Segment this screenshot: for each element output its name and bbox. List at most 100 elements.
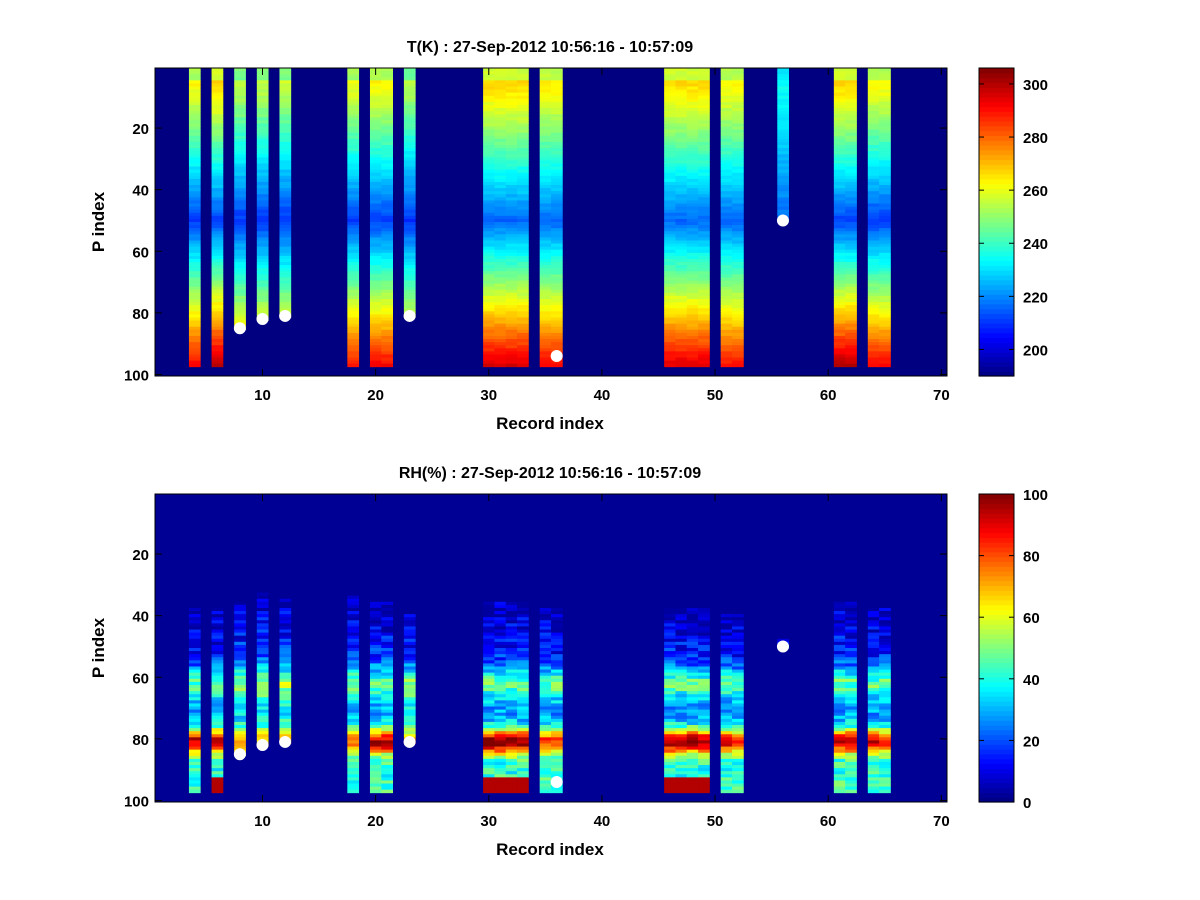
heatmap-cell	[381, 194, 393, 198]
heatmap-cell	[698, 632, 710, 637]
heatmap-cell	[867, 277, 880, 281]
heatmap-cell	[505, 77, 518, 81]
colorbar-tick-label: 0	[1023, 795, 1031, 812]
heatmap-cell	[483, 774, 495, 778]
heatmap-cell	[188, 672, 201, 677]
heatmap-cell	[505, 92, 518, 97]
y-tick-label: 20	[132, 547, 149, 564]
heatmap-cell	[664, 626, 676, 630]
heatmap-cell	[879, 101, 891, 106]
heatmap-cell	[347, 632, 360, 637]
heatmap-cell	[732, 648, 744, 652]
heatmap-cell	[369, 660, 382, 664]
colorbar-segment	[979, 609, 1014, 615]
heatmap-cell	[675, 101, 688, 106]
heatmap-cell	[732, 252, 744, 257]
heatmap-cell	[505, 789, 518, 794]
heatmap-cell	[256, 225, 269, 229]
heatmap-cell	[188, 308, 201, 312]
heatmap-cell	[833, 697, 846, 701]
heatmap-cell	[234, 623, 246, 627]
heatmap-cell	[845, 138, 857, 143]
heatmap-cell	[539, 678, 552, 683]
heatmap-cell	[539, 734, 552, 738]
heatmap-cell	[211, 620, 224, 624]
heatmap-cell	[833, 163, 846, 167]
colorbar-segment	[979, 87, 1014, 93]
heatmap-cell	[505, 712, 518, 717]
heatmap-cell	[494, 611, 507, 615]
heatmap-cell	[347, 222, 360, 226]
heatmap-cell	[369, 120, 382, 124]
heatmap-cell	[279, 607, 292, 612]
heatmap-cell	[698, 234, 710, 238]
heatmap-cell	[732, 363, 744, 368]
heatmap-cell	[867, 786, 880, 791]
heatmap-cell	[381, 71, 393, 75]
heatmap-cell	[675, 342, 688, 346]
heatmap-cell	[686, 783, 699, 787]
heatmap-cell	[539, 271, 552, 275]
heatmap-cell	[845, 715, 857, 720]
heatmap-cell	[698, 240, 710, 244]
heatmap-cell	[698, 638, 710, 643]
heatmap-cell	[551, 68, 563, 72]
heatmap-cell	[833, 212, 846, 217]
heatmap-cell	[867, 691, 880, 695]
heatmap-cell	[505, 277, 518, 281]
heatmap-cell	[505, 280, 518, 284]
heatmap-cell	[188, 326, 201, 331]
heatmap-cell	[347, 601, 360, 606]
heatmap-cell	[675, 289, 688, 294]
heatmap-cell	[675, 258, 688, 263]
heatmap-cell	[833, 154, 846, 158]
heatmap-cell	[845, 672, 857, 677]
heatmap-cell	[551, 755, 563, 760]
heatmap-cell	[675, 212, 688, 217]
colorbar-segment	[979, 246, 1014, 252]
heatmap-cell	[381, 697, 393, 701]
heatmap-cell	[188, 120, 201, 124]
heatmap-cell	[494, 71, 507, 75]
heatmap-cell	[279, 228, 292, 232]
heatmap-cell	[720, 252, 733, 257]
heatmap-cell	[551, 718, 563, 723]
heatmap-cell	[381, 277, 393, 281]
heatmap-cell	[483, 166, 495, 171]
heatmap-cell	[732, 641, 744, 646]
heatmap-cell	[234, 697, 246, 701]
heatmap-cell	[347, 197, 360, 201]
colorbar-tick-label: 240	[1023, 236, 1048, 253]
heatmap-cell	[867, 249, 880, 254]
heatmap-cell	[211, 314, 224, 318]
heatmap-cell	[369, 666, 382, 670]
heatmap-cell	[720, 635, 733, 640]
heatmap-cell	[720, 360, 733, 365]
heatmap-cell	[211, 95, 224, 100]
heatmap-cell	[517, 194, 529, 198]
heatmap-cell	[494, 326, 507, 331]
colorbar-segment	[979, 782, 1014, 789]
heatmap-cell	[256, 669, 269, 674]
heatmap-cell	[664, 283, 676, 288]
heatmap-cell	[720, 314, 733, 318]
heatmap-cell	[505, 363, 518, 368]
heatmap-cell	[675, 786, 688, 791]
heatmap-cell	[867, 289, 880, 294]
heatmap-cell	[381, 681, 393, 686]
heatmap-cell	[720, 280, 733, 284]
heatmap-cell	[403, 194, 416, 198]
heatmap-cell	[698, 218, 710, 223]
heatmap-cell	[686, 348, 699, 352]
heatmap-cell	[494, 681, 507, 686]
heatmap-cell	[234, 280, 246, 284]
colorbar-segment	[979, 366, 1014, 372]
heatmap-cell	[256, 734, 269, 738]
heatmap-cell	[188, 354, 201, 358]
heatmap-cell	[879, 620, 891, 624]
heatmap-cell	[347, 132, 360, 137]
heatmap-cell	[505, 360, 518, 365]
heatmap-cell	[483, 148, 495, 152]
heatmap-cell	[698, 675, 710, 680]
heatmap-cell	[833, 737, 846, 741]
